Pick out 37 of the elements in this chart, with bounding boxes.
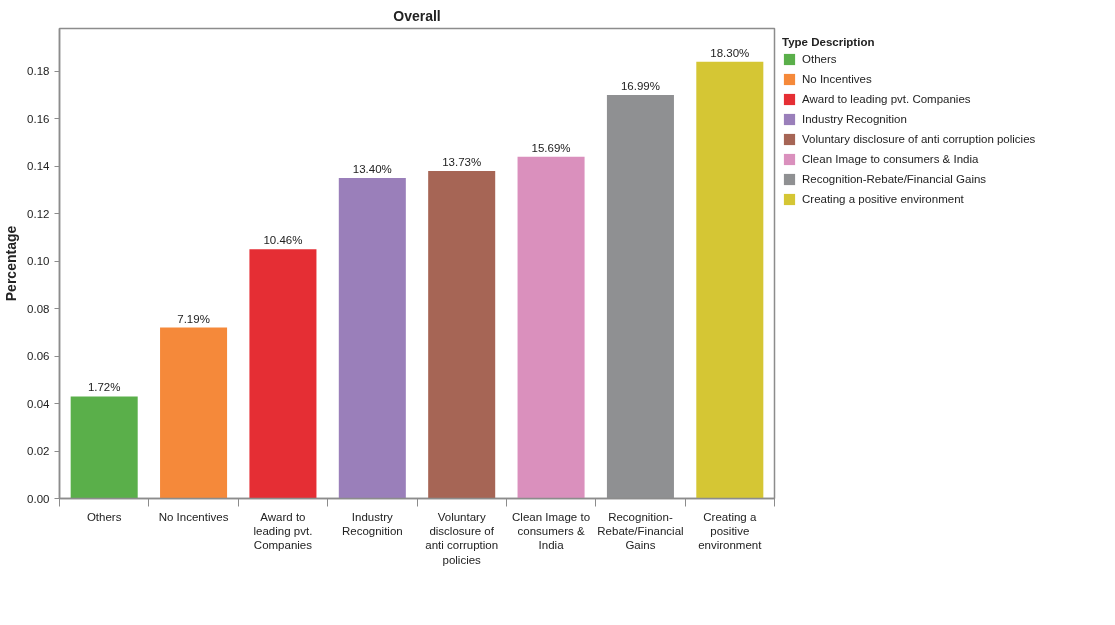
legend-label: Recognition-Rebate/Financial Gains	[802, 172, 987, 186]
annotation: 13.40%	[352, 163, 392, 176]
y-tick-label: 0.12	[27, 207, 50, 220]
y-axis-title: Percentage	[3, 225, 20, 302]
x-tick-label: Recognition-Rebate/Financial Gains	[597, 510, 684, 552]
y-tick-label: 0.00	[27, 492, 50, 505]
y-tick-label: 0.16	[27, 112, 50, 125]
y-tick-label: 0.02	[27, 445, 50, 458]
y-tick-label: 0.18	[27, 65, 50, 78]
x-tick-label: Award to leading pvt. Companies	[253, 510, 313, 552]
y-tick-label: 0.14	[27, 160, 51, 173]
legend-label: Award to leading pvt. Companies	[802, 92, 971, 106]
y-tick-label: 0.10	[27, 255, 50, 268]
legend-label: No Incentives	[802, 72, 872, 86]
legend-label: Industry Recognition	[802, 112, 907, 126]
x-tick-label: Creating a positive environment	[698, 510, 763, 552]
legend-label: Others	[802, 52, 837, 66]
x-tick-label: Others	[86, 510, 122, 523]
annotation: 18.30%	[710, 46, 750, 59]
y-tick-label: 0.08	[27, 302, 50, 315]
annotation: 1.72%	[87, 381, 121, 394]
x-tick-label: Clean Image to consumers & India	[512, 510, 591, 552]
y-tick-label: 0.06	[27, 350, 50, 363]
x-tick-label: No Incentives	[158, 510, 229, 523]
annotation: 13.73%	[442, 155, 482, 168]
x-tick-label: Voluntary disclosure of anti corruption policies	[425, 510, 499, 566]
annotation: 16.99%	[620, 79, 660, 92]
annotation: 15.69%	[531, 141, 571, 154]
chart-title: Overall	[393, 7, 441, 24]
legend-label: Creating a positive environment	[802, 192, 964, 206]
legend-title: Type Description	[782, 36, 876, 48]
legend-label: Voluntary disclosure of anti corruption policies	[802, 132, 1036, 146]
x-tick-label: Industry Recognition	[341, 510, 403, 537]
legend-label: Clean Image to consumers & India	[802, 152, 979, 166]
annotation: 7.19%	[177, 312, 210, 325]
y-tick-label: 0.04	[27, 397, 51, 410]
annotation: 10.46%	[263, 234, 303, 247]
